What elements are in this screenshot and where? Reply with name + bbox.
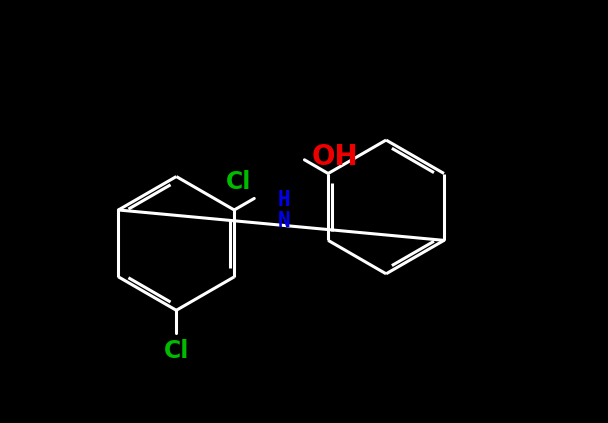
Text: Cl: Cl [226,170,251,194]
Text: H: H [278,190,291,210]
Text: N: N [278,211,291,231]
Text: OH: OH [312,143,358,171]
Text: Cl: Cl [164,340,189,363]
